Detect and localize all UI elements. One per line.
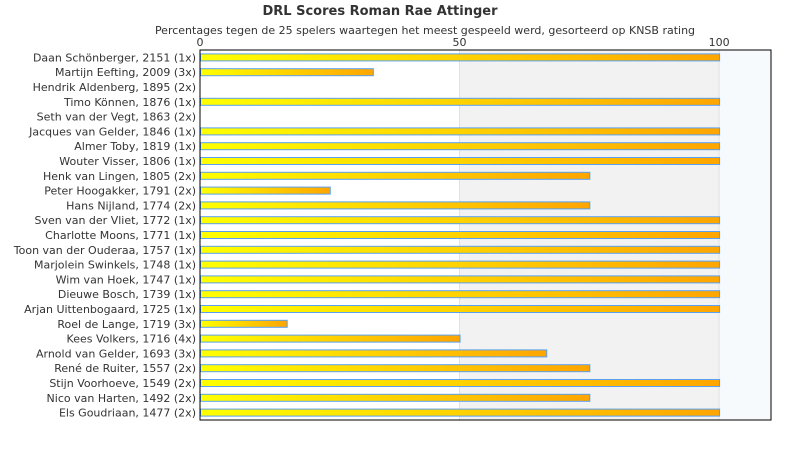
bar bbox=[200, 305, 721, 313]
bar bbox=[200, 142, 721, 151]
bar bbox=[200, 216, 721, 225]
y-category-label: Seth van der Vegt, 1863 (2x) bbox=[37, 111, 196, 124]
y-category-label: Nico van Harten, 1492 (2x) bbox=[47, 392, 196, 405]
plot-frame bbox=[199, 49, 772, 421]
y-category-label: Timo Können, 1876 (1x) bbox=[63, 96, 196, 109]
y-category-label: Dieuwe Bosch, 1739 (1x) bbox=[58, 288, 196, 301]
chart-subtitle: Percentages tegen de 25 spelers waartege… bbox=[154, 24, 696, 37]
bar bbox=[200, 186, 331, 195]
x-tick-label: 50 bbox=[453, 36, 467, 49]
bar bbox=[200, 171, 591, 180]
y-category-label: Wouter Visser, 1806 (1x) bbox=[59, 155, 196, 168]
bar bbox=[200, 245, 721, 254]
y-category-label: Martijn Eefting, 2009 (3x) bbox=[55, 66, 196, 79]
bar bbox=[200, 260, 721, 269]
bar bbox=[200, 290, 721, 299]
bar bbox=[200, 231, 721, 239]
y-category-label: Jacques van Gelder, 1846 (1x) bbox=[28, 125, 196, 138]
y-category-label: René de Ruiter, 1557 (2x) bbox=[54, 362, 196, 375]
y-category-label: Daan Schönberger, 2151 (1x) bbox=[33, 51, 196, 64]
bar bbox=[200, 127, 721, 136]
x-tick-label: 0 bbox=[197, 36, 204, 49]
bar bbox=[200, 349, 548, 358]
y-category-label: Roel de Lange, 1719 (3x) bbox=[57, 318, 196, 331]
bar bbox=[200, 53, 721, 62]
bar bbox=[200, 379, 721, 387]
y-category-label: Arnold van Gelder, 1693 (3x) bbox=[36, 347, 196, 360]
y-category-label: Hendrik Aldenberg, 1895 (2x) bbox=[33, 81, 196, 94]
y-category-label: Sven van der Vliet, 1772 (1x) bbox=[34, 214, 196, 227]
y-category-label: Toon van der Ouderaa, 1757 (1x) bbox=[13, 244, 196, 257]
bar bbox=[200, 334, 461, 343]
x-tick-label: 100 bbox=[709, 36, 730, 49]
y-category-label: Wim van Hoek, 1747 (1x) bbox=[56, 273, 196, 286]
bar bbox=[200, 408, 721, 417]
bar bbox=[200, 97, 721, 106]
bar bbox=[200, 68, 374, 77]
y-category-label: Almer Toby, 1819 (1x) bbox=[74, 140, 196, 153]
y-category-label: Peter Hoogakker, 1791 (2x) bbox=[44, 185, 196, 198]
y-category-label: Charlotte Moons, 1771 (1x) bbox=[45, 229, 196, 242]
y-category-label: Arjan Uittenbogaard, 1725 (1x) bbox=[24, 303, 196, 316]
bar bbox=[200, 319, 288, 328]
y-category-label: Kees Volkers, 1716 (4x) bbox=[67, 333, 196, 346]
bar bbox=[200, 364, 591, 373]
bar bbox=[200, 275, 721, 284]
y-category-label: Marjolein Swinkels, 1748 (1x) bbox=[34, 259, 196, 272]
y-category-label: Hans Nijland, 1774 (2x) bbox=[66, 199, 196, 212]
bar bbox=[200, 201, 591, 210]
bar bbox=[200, 393, 591, 402]
y-category-label: Els Goudriaan, 1477 (2x) bbox=[59, 407, 196, 420]
y-category-label: Stijn Voorhoeve, 1549 (2x) bbox=[49, 377, 196, 390]
chart-title: DRL Scores Roman Rae Attinger bbox=[262, 4, 498, 19]
y-category-label: Henk van Lingen, 1805 (2x) bbox=[43, 170, 196, 183]
band-over-100 bbox=[719, 50, 771, 420]
bar bbox=[200, 157, 721, 165]
